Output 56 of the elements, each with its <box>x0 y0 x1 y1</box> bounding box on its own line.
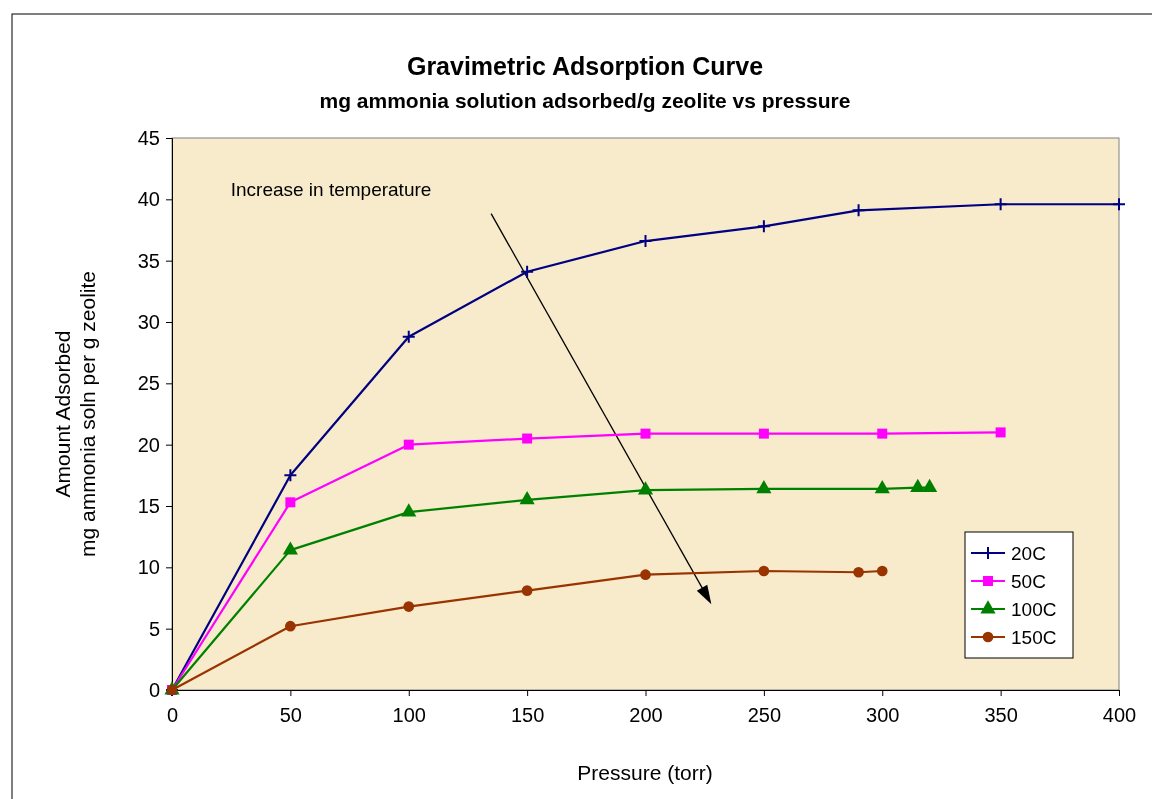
y-tick-label: 40 <box>137 188 160 211</box>
point <box>283 468 298 483</box>
point <box>756 219 771 234</box>
x-tick-label: 250 <box>747 704 782 727</box>
point <box>401 329 416 344</box>
y-tick-label: 15 <box>137 494 160 517</box>
point <box>403 439 414 450</box>
point <box>520 264 535 279</box>
x-tick-label: 300 <box>866 704 900 727</box>
legend-label: 100C <box>1011 599 1057 620</box>
point <box>285 620 296 632</box>
point <box>640 569 651 581</box>
point <box>521 585 533 596</box>
y-tick-label: 20 <box>137 433 160 456</box>
point <box>637 481 654 495</box>
y-tick-label: 25 <box>137 372 160 395</box>
x-tick-label: 200 <box>629 704 663 727</box>
point <box>282 541 298 555</box>
point <box>877 428 888 439</box>
annotation: Increase in temperature <box>230 178 432 200</box>
point <box>758 428 769 439</box>
y-tick-label: 30 <box>137 310 160 333</box>
y-tick-label: 10 <box>137 556 160 579</box>
y-axis-title: Amount Adsorbed mg ammonia soln per g zeolite <box>51 271 99 557</box>
x-tick-label: 50 <box>279 704 302 727</box>
point <box>874 480 890 494</box>
point <box>640 428 651 439</box>
point <box>522 433 533 444</box>
x-tick-label: 100 <box>392 704 426 727</box>
point <box>1112 197 1126 212</box>
point <box>285 497 296 508</box>
chart-title: Gravimetric Adsorption Curve <box>406 52 764 80</box>
point <box>403 601 415 612</box>
point <box>638 234 653 249</box>
chart-subtitle: mg ammonia solution adsorbed/g zeolite vs pressure <box>319 89 851 112</box>
point <box>853 566 864 578</box>
point <box>758 565 770 577</box>
legend-label: 50C <box>1011 571 1046 592</box>
y-tick-label: 45 <box>137 126 160 149</box>
x-tick-label: 0 <box>166 704 179 727</box>
point <box>995 427 1006 438</box>
point <box>756 480 772 494</box>
x-axis-title: Pressure (torr) <box>577 761 713 784</box>
point <box>876 565 888 577</box>
x-tick-label: 400 <box>1102 704 1137 727</box>
point <box>519 491 535 505</box>
point <box>851 203 866 218</box>
point <box>993 197 1008 212</box>
x-tick-label: 350 <box>984 704 1018 727</box>
y-tick-label: 5 <box>148 617 160 640</box>
y-tick-label: 35 <box>137 249 160 272</box>
y-tick-label: 0 <box>148 678 160 701</box>
x-tick-label: 150 <box>510 704 545 727</box>
legend-label: 20C <box>1011 543 1046 564</box>
point <box>401 503 417 517</box>
legend-label: 150C <box>1011 627 1057 648</box>
